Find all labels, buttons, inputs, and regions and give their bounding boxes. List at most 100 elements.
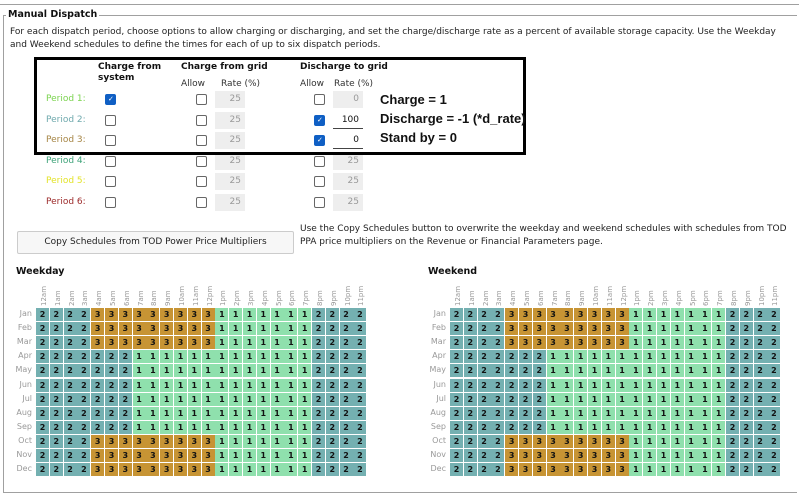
schedule-cell[interactable]: 1	[657, 434, 670, 448]
schedule-cell[interactable]: 2	[91, 406, 105, 420]
schedule-cell[interactable]: 2	[726, 364, 739, 378]
schedule-cell[interactable]: 3	[187, 322, 201, 336]
charge-from-grid-rate-input[interactable]: 25	[215, 132, 245, 150]
schedule-cell[interactable]: 3	[574, 463, 588, 477]
discharge-to-grid-allow-checkbox[interactable]	[314, 94, 325, 105]
schedule-cell[interactable]: 2	[63, 308, 77, 321]
schedule-cell[interactable]: 2	[77, 308, 91, 321]
schedule-cell[interactable]: 2	[491, 392, 505, 406]
schedule-cell[interactable]: 1	[187, 378, 201, 392]
schedule-cell[interactable]: 3	[174, 463, 187, 477]
schedule-cell[interactable]: 3	[91, 434, 105, 448]
schedule-cell[interactable]: 2	[477, 434, 491, 448]
schedule-cell[interactable]: 2	[312, 336, 325, 350]
schedule-cell[interactable]: 1	[712, 434, 726, 448]
schedule-cell[interactable]: 2	[77, 350, 91, 364]
schedule-cell[interactable]: 3	[532, 463, 546, 477]
schedule-cell[interactable]: 1	[215, 336, 229, 350]
schedule-cell[interactable]: 2	[450, 463, 463, 477]
schedule-cell[interactable]: 2	[353, 322, 367, 336]
schedule-cell[interactable]: 1	[284, 350, 298, 364]
schedule-cell[interactable]: 1	[588, 364, 601, 378]
schedule-cell[interactable]: 2	[49, 434, 63, 448]
discharge-to-grid-allow-checkbox[interactable]	[314, 114, 325, 126]
schedule-cell[interactable]: 1	[684, 378, 698, 392]
schedule-cell[interactable]: 2	[491, 322, 505, 336]
schedule-cell[interactable]: 3	[532, 449, 546, 462]
schedule-cell[interactable]: 1	[270, 463, 284, 477]
schedule-cell[interactable]: 1	[256, 392, 270, 406]
schedule-cell[interactable]: 2	[463, 350, 477, 364]
schedule-cell[interactable]: 2	[519, 392, 532, 406]
schedule-cell[interactable]: 3	[132, 336, 146, 350]
schedule-cell[interactable]: 1	[684, 420, 698, 434]
schedule-cell[interactable]: 1	[601, 420, 615, 434]
schedule-cell[interactable]: 1	[132, 364, 146, 378]
schedule-cell[interactable]: 1	[229, 434, 243, 448]
schedule-cell[interactable]: 1	[601, 392, 615, 406]
schedule-cell[interactable]: 3	[574, 322, 588, 336]
schedule-cell[interactable]: 2	[36, 308, 49, 321]
schedule-cell[interactable]: 3	[118, 449, 132, 462]
schedule-cell[interactable]: 3	[174, 336, 187, 350]
schedule-cell[interactable]: 2	[477, 406, 491, 420]
schedule-cell[interactable]: 3	[160, 322, 174, 336]
schedule-cell[interactable]: 3	[146, 322, 160, 336]
schedule-cell[interactable]: 3	[560, 434, 574, 448]
schedule-cell[interactable]: 1	[146, 350, 160, 364]
schedule-cell[interactable]: 2	[753, 392, 767, 406]
schedule-cell[interactable]: 2	[312, 420, 325, 434]
schedule-cell[interactable]: 1	[684, 350, 698, 364]
schedule-cell[interactable]: 3	[588, 449, 601, 462]
schedule-cell[interactable]: 2	[91, 364, 105, 378]
schedule-cell[interactable]: 3	[519, 336, 532, 350]
schedule-cell[interactable]: 1	[684, 322, 698, 336]
schedule-cell[interactable]: 2	[36, 463, 49, 477]
schedule-cell[interactable]: 3	[615, 449, 629, 462]
schedule-cell[interactable]: 3	[532, 322, 546, 336]
discharge-to-grid-allow-checkbox[interactable]	[314, 135, 325, 147]
schedule-cell[interactable]: 2	[339, 463, 353, 477]
schedule-cell[interactable]: 2	[450, 406, 463, 420]
schedule-cell[interactable]: 3	[105, 322, 118, 336]
schedule-cell[interactable]: 2	[312, 392, 325, 406]
schedule-cell[interactable]: 3	[574, 449, 588, 462]
schedule-cell[interactable]: 3	[505, 336, 519, 350]
schedule-cell[interactable]: 3	[146, 449, 160, 462]
schedule-cell[interactable]: 1	[174, 364, 187, 378]
schedule-cell[interactable]: 2	[726, 420, 739, 434]
schedule-cell[interactable]: 2	[118, 350, 132, 364]
schedule-cell[interactable]: 2	[463, 336, 477, 350]
schedule-cell[interactable]: 2	[105, 364, 118, 378]
schedule-cell[interactable]: 1	[284, 449, 298, 462]
schedule-cell[interactable]: 1	[698, 364, 712, 378]
schedule-cell[interactable]: 2	[726, 336, 739, 350]
schedule-cell[interactable]: 1	[298, 308, 312, 321]
schedule-cell[interactable]: 1	[174, 350, 187, 364]
schedule-cell[interactable]: 1	[698, 449, 712, 462]
schedule-cell[interactable]: 1	[132, 378, 146, 392]
schedule-cell[interactable]: 2	[463, 364, 477, 378]
schedule-cell[interactable]: 3	[105, 449, 118, 462]
schedule-cell[interactable]: 2	[532, 378, 546, 392]
schedule-cell[interactable]: 1	[657, 463, 670, 477]
schedule-cell[interactable]: 2	[753, 308, 767, 321]
schedule-cell[interactable]: 1	[174, 406, 187, 420]
schedule-cell[interactable]: 2	[505, 364, 519, 378]
schedule-cell[interactable]: 3	[91, 322, 105, 336]
schedule-cell[interactable]: 1	[243, 322, 256, 336]
schedule-cell[interactable]: 1	[670, 420, 684, 434]
schedule-cell[interactable]: 1	[215, 463, 229, 477]
schedule-cell[interactable]: 1	[670, 449, 684, 462]
charge-from-system-checkbox[interactable]	[105, 176, 116, 188]
schedule-cell[interactable]: 1	[643, 420, 657, 434]
schedule-cell[interactable]: 2	[325, 449, 339, 462]
schedule-cell[interactable]: 3	[146, 308, 160, 321]
schedule-cell[interactable]: 1	[256, 463, 270, 477]
schedule-cell[interactable]: 2	[339, 392, 353, 406]
schedule-cell[interactable]: 2	[77, 322, 91, 336]
schedule-cell[interactable]: 2	[477, 336, 491, 350]
schedule-cell[interactable]: 2	[77, 420, 91, 434]
schedule-cell[interactable]: 2	[450, 392, 463, 406]
schedule-cell[interactable]: 2	[767, 392, 781, 406]
